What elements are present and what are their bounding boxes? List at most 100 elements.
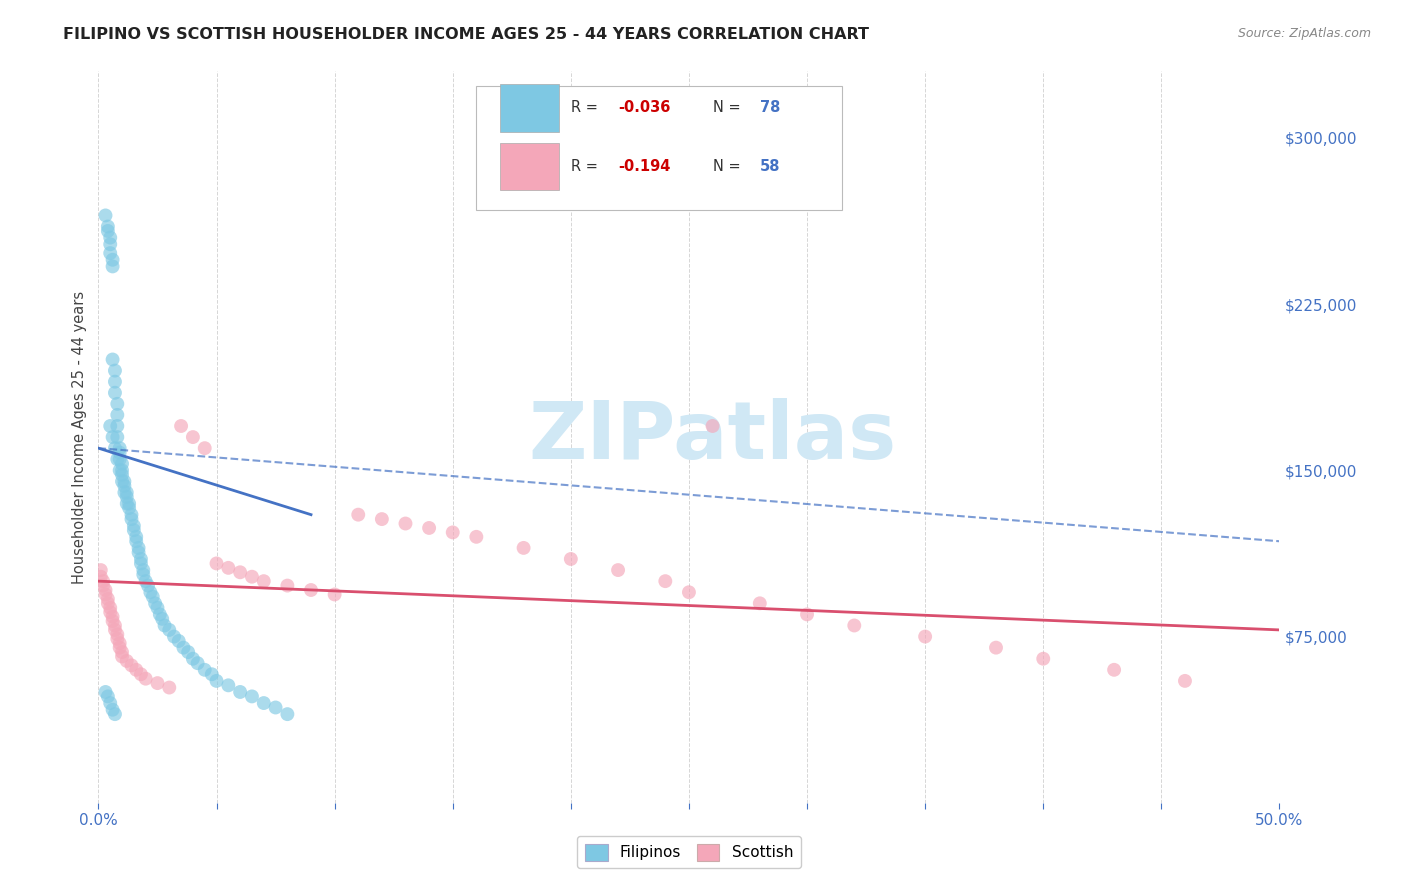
Point xyxy=(132,567,155,582)
Point xyxy=(121,512,143,526)
Point xyxy=(104,618,127,632)
Point xyxy=(217,561,239,575)
Point xyxy=(418,521,440,535)
Point xyxy=(142,590,165,604)
Point xyxy=(253,696,276,710)
Point xyxy=(253,574,276,589)
Point xyxy=(170,419,193,434)
Point xyxy=(122,518,145,533)
Text: 78: 78 xyxy=(759,101,780,115)
Point xyxy=(118,501,141,516)
Point xyxy=(441,525,464,540)
Point xyxy=(104,375,127,389)
Point xyxy=(149,607,172,622)
Point xyxy=(101,430,124,444)
Point xyxy=(97,596,120,610)
Text: ZIPatlas: ZIPatlas xyxy=(529,398,897,476)
Point xyxy=(108,636,131,650)
Point xyxy=(115,654,138,668)
Point xyxy=(240,570,263,584)
Point xyxy=(844,618,866,632)
Point xyxy=(112,485,135,500)
Point xyxy=(157,623,180,637)
Point xyxy=(129,557,152,571)
Point xyxy=(153,618,176,632)
Point xyxy=(104,623,127,637)
Point xyxy=(128,545,150,559)
Point xyxy=(101,703,124,717)
Point xyxy=(101,609,124,624)
Point xyxy=(181,651,204,665)
Legend: Filipinos, Scottish: Filipinos, Scottish xyxy=(576,837,801,868)
Point xyxy=(97,219,120,234)
Point xyxy=(98,600,121,615)
Point xyxy=(105,408,128,422)
Point xyxy=(984,640,1007,655)
Point xyxy=(98,237,121,252)
Text: -0.194: -0.194 xyxy=(619,159,671,174)
Point xyxy=(97,591,120,606)
Point xyxy=(512,541,534,555)
Point xyxy=(654,574,676,589)
Y-axis label: Householder Income Ages 25 - 44 years: Householder Income Ages 25 - 44 years xyxy=(72,291,87,583)
Point xyxy=(97,224,120,238)
Text: Source: ZipAtlas.com: Source: ZipAtlas.com xyxy=(1237,27,1371,40)
Point xyxy=(101,260,124,274)
Point xyxy=(112,479,135,493)
Point xyxy=(187,656,209,670)
Point xyxy=(371,512,394,526)
Point xyxy=(125,530,148,544)
Point xyxy=(101,252,124,267)
Point xyxy=(115,490,138,504)
Point xyxy=(163,630,186,644)
Point xyxy=(125,534,148,549)
Point xyxy=(201,667,224,681)
Point xyxy=(139,585,162,599)
Point xyxy=(135,574,157,589)
Point xyxy=(90,563,112,577)
Point xyxy=(108,441,131,455)
Point xyxy=(105,397,128,411)
Point xyxy=(914,630,936,644)
Point xyxy=(125,663,148,677)
Point xyxy=(98,246,121,260)
Point xyxy=(205,557,228,571)
Point xyxy=(108,463,131,477)
Point xyxy=(181,430,204,444)
Point xyxy=(229,566,252,580)
Point xyxy=(98,419,121,434)
Text: R =: R = xyxy=(571,159,602,174)
Point xyxy=(115,497,138,511)
Point xyxy=(1174,673,1197,688)
Point xyxy=(146,600,169,615)
Point xyxy=(1032,651,1054,665)
Point xyxy=(105,627,128,641)
Point xyxy=(347,508,370,522)
Point xyxy=(150,612,173,626)
Point xyxy=(118,497,141,511)
Point xyxy=(108,452,131,467)
Point xyxy=(122,523,145,537)
Point xyxy=(91,578,114,592)
FancyBboxPatch shape xyxy=(477,86,842,211)
Point xyxy=(177,645,200,659)
Point xyxy=(299,582,322,597)
Point xyxy=(702,419,724,434)
Text: N =: N = xyxy=(713,159,745,174)
Point xyxy=(97,690,120,704)
Point xyxy=(121,658,143,673)
Point xyxy=(136,578,159,592)
Point xyxy=(229,685,252,699)
Point xyxy=(172,640,194,655)
Point xyxy=(104,363,127,377)
Point xyxy=(157,681,180,695)
Point xyxy=(276,578,298,592)
Point xyxy=(465,530,488,544)
Point xyxy=(101,614,124,628)
Point xyxy=(217,678,239,692)
Text: R =: R = xyxy=(571,101,602,115)
Point xyxy=(94,587,117,601)
Point xyxy=(748,596,770,610)
Point xyxy=(323,587,346,601)
Point xyxy=(105,430,128,444)
